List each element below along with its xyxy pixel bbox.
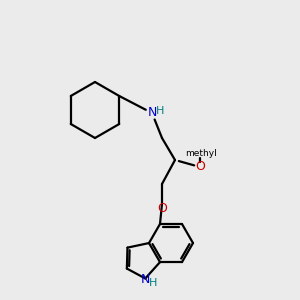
Text: H: H: [156, 106, 164, 116]
Text: N: N: [147, 106, 157, 119]
Text: H: H: [149, 278, 158, 289]
Text: O: O: [195, 160, 205, 173]
Text: N: N: [141, 273, 150, 286]
Text: O: O: [157, 202, 167, 215]
Text: methyl: methyl: [185, 149, 217, 158]
